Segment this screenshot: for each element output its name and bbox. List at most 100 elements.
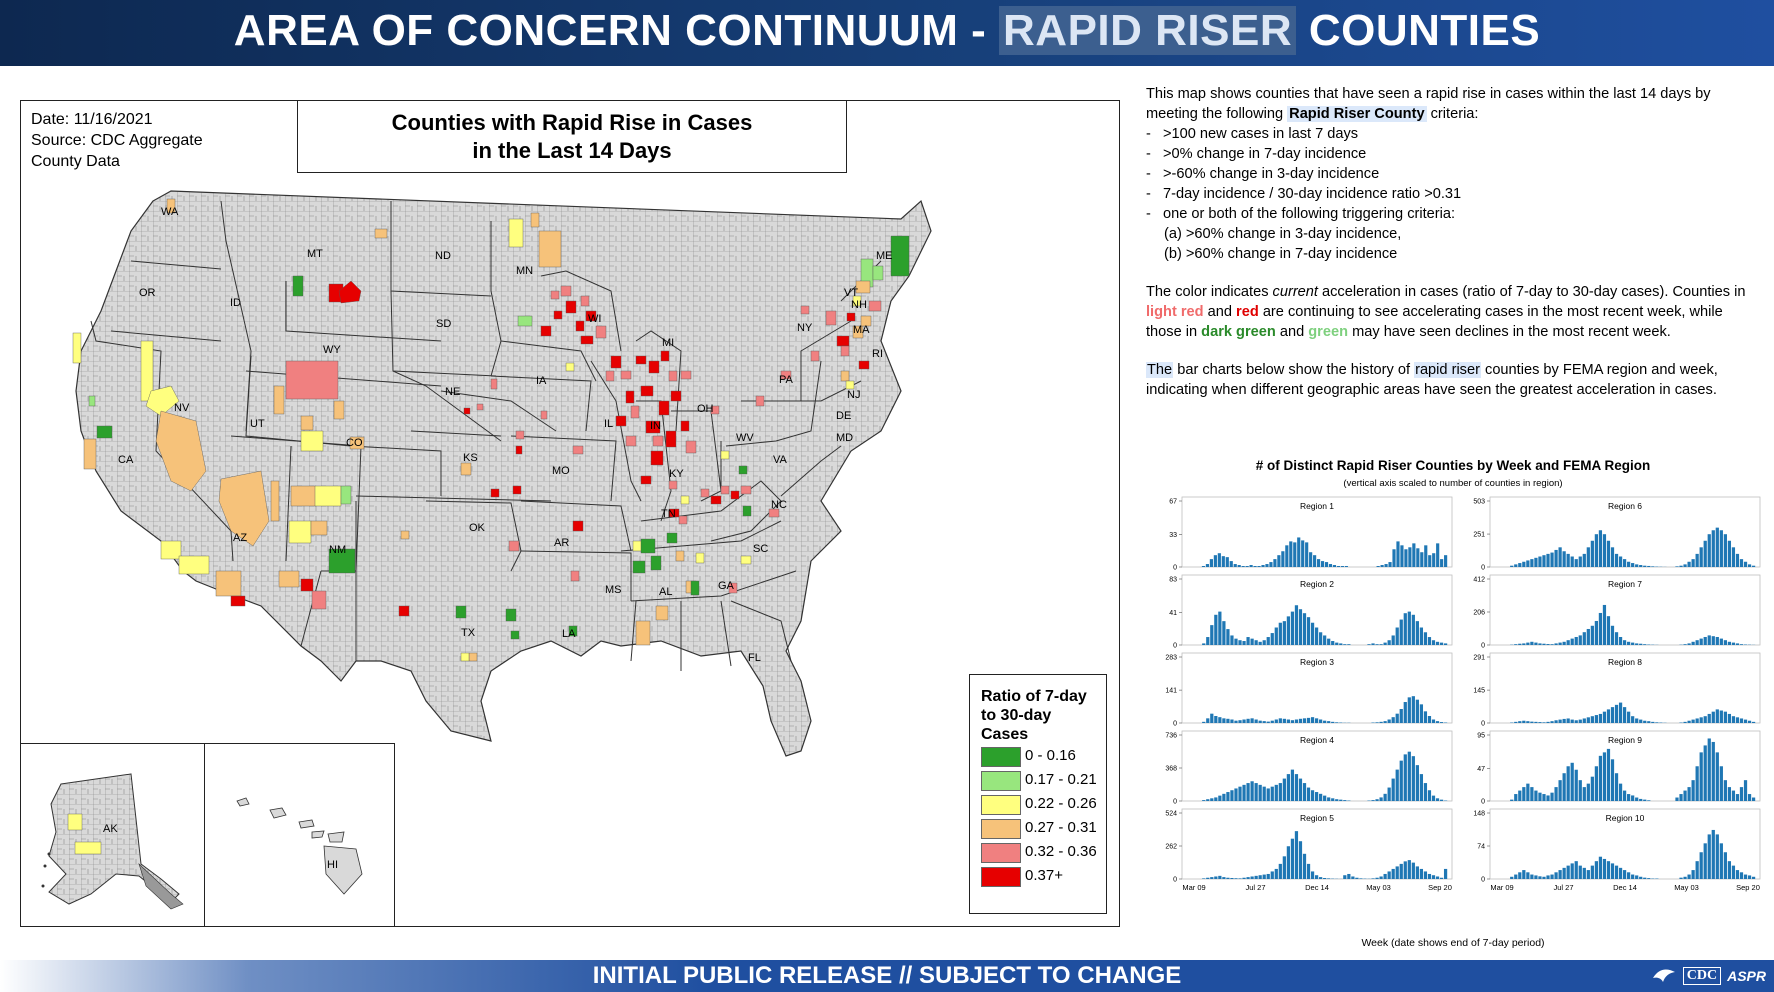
- bar: [1261, 565, 1265, 567]
- bar: [1230, 635, 1234, 645]
- bar: [1270, 633, 1274, 645]
- bar: [1683, 644, 1687, 645]
- bar: [1246, 877, 1250, 879]
- bar: [1614, 553, 1619, 567]
- the-term: The: [1146, 362, 1174, 378]
- bar: [1411, 696, 1415, 723]
- bar: [1554, 549, 1558, 567]
- bar: [1534, 875, 1538, 879]
- bar: [1590, 716, 1594, 723]
- bar: [1606, 709, 1611, 723]
- bar: [1290, 611, 1295, 645]
- bar: [1435, 798, 1440, 801]
- y-tick-label: 0: [1173, 799, 1177, 806]
- x-tick-label: Jul 27: [1245, 883, 1265, 892]
- bar: [1415, 765, 1419, 801]
- bar: [1343, 644, 1347, 645]
- x-tick-label: Sep 20: [1736, 883, 1760, 892]
- bar: [1703, 716, 1707, 723]
- y-tick-label: 524: [1165, 811, 1177, 818]
- legend-label: 0 - 0.16: [1025, 747, 1076, 764]
- bar: [1416, 548, 1420, 567]
- bar: [1695, 861, 1699, 879]
- bar: [1250, 781, 1254, 801]
- bar: [1395, 713, 1399, 723]
- bar: [1331, 721, 1335, 723]
- bar: [1594, 766, 1598, 801]
- bar: [1643, 720, 1647, 723]
- bar: [1707, 635, 1711, 645]
- bar: [1293, 542, 1297, 567]
- legend-swatch: [981, 867, 1021, 887]
- bar: [1218, 717, 1222, 723]
- charts-subtitle: (vertical axis scaled to number of count…: [1343, 478, 1563, 489]
- bar: [1639, 876, 1643, 879]
- legend-swatch: [981, 795, 1021, 815]
- bar: [1703, 745, 1707, 801]
- bar: [1202, 643, 1206, 645]
- bar: [1594, 715, 1598, 723]
- bar: [1647, 800, 1651, 801]
- bar: [1427, 637, 1432, 645]
- bar: [1538, 556, 1542, 567]
- bar: [1731, 865, 1736, 879]
- bar: [1550, 792, 1554, 801]
- bar: [1534, 557, 1538, 567]
- bar: [1562, 773, 1566, 801]
- bar: [1699, 752, 1703, 801]
- bar: [1439, 722, 1444, 723]
- bar: [1388, 562, 1392, 567]
- bar: [1270, 871, 1274, 879]
- bar: [1432, 553, 1436, 567]
- state-label: OH: [697, 403, 714, 415]
- bar: [1711, 530, 1715, 567]
- legend-label: 0.27 - 0.31: [1025, 819, 1097, 836]
- bar: [1558, 870, 1562, 879]
- bar: [1343, 875, 1347, 879]
- bar: [1618, 783, 1623, 801]
- bar: [1403, 702, 1407, 723]
- y-tick-label: 47: [1477, 766, 1485, 773]
- panel-title: Region 4: [1300, 735, 1334, 745]
- panel-frame: [1181, 652, 1453, 724]
- bar: [1647, 721, 1651, 723]
- bar: [1238, 640, 1242, 645]
- bar: [1602, 858, 1607, 879]
- state-label: UT: [250, 418, 265, 430]
- bar: [1635, 564, 1639, 567]
- bar: [1719, 710, 1723, 723]
- bar: [1387, 787, 1391, 801]
- bar: [1522, 870, 1526, 879]
- bar: [1602, 534, 1607, 567]
- bar: [1582, 787, 1586, 801]
- bar: [1578, 719, 1582, 723]
- bar: [1407, 751, 1411, 801]
- bar: [1510, 876, 1514, 879]
- bar: [1423, 632, 1428, 645]
- bar: [1355, 877, 1359, 879]
- bar: [1242, 641, 1246, 645]
- bar: [1707, 834, 1711, 879]
- bar: [1233, 564, 1237, 567]
- state-label: RI: [872, 348, 883, 360]
- sub-criteria-item: (a) >60% change in 3-day incidence,: [1164, 226, 1402, 242]
- state-label: NJ: [847, 389, 860, 401]
- criteria-list: >100 new cases in last 7 days>0% change …: [1146, 124, 1760, 264]
- state-label: PA: [779, 374, 794, 386]
- x-tick-label: Dec 14: [1613, 883, 1637, 892]
- bar: [1610, 547, 1615, 567]
- bar: [1395, 769, 1399, 801]
- state-label: MT: [307, 248, 323, 260]
- bar: [1622, 870, 1627, 879]
- bar: [1286, 846, 1290, 879]
- bar: [1234, 878, 1238, 879]
- bar: [1218, 875, 1222, 879]
- bar: [1550, 552, 1554, 567]
- bar: [1404, 549, 1408, 567]
- bar: [1586, 870, 1590, 879]
- y-tick-label: 291: [1473, 655, 1485, 662]
- bar: [1514, 564, 1518, 567]
- bar: [1514, 874, 1518, 879]
- bar: [1218, 611, 1222, 645]
